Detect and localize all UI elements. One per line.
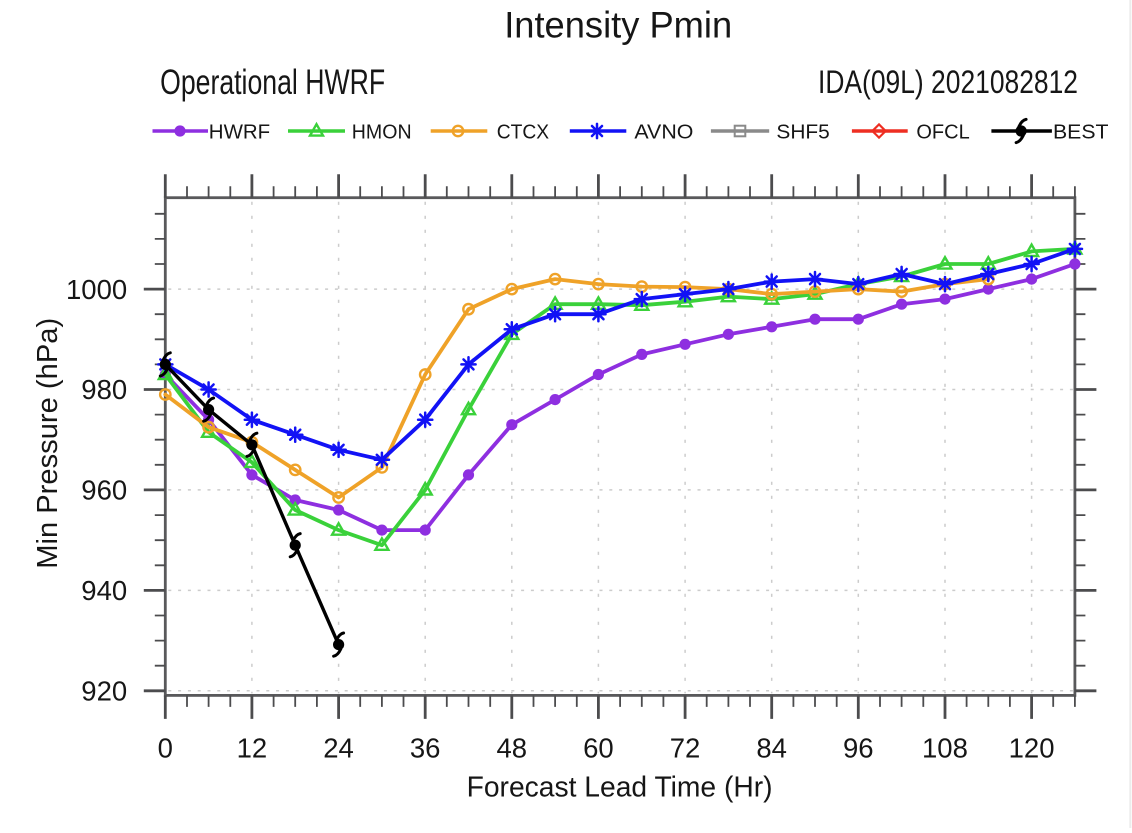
svg-text:24: 24: [323, 733, 354, 764]
svg-text:AVNO: AVNO: [634, 121, 693, 144]
svg-text:72: 72: [670, 733, 701, 764]
svg-text:BEST: BEST: [1053, 121, 1109, 144]
svg-text:IDA(09L) 2021082812: IDA(09L) 2021082812: [818, 64, 1078, 100]
svg-text:OFCL: OFCL: [916, 121, 969, 144]
svg-text:120: 120: [1009, 733, 1055, 764]
svg-text:HMON: HMON: [352, 121, 412, 144]
svg-text:SHF5: SHF5: [776, 121, 829, 144]
svg-text:84: 84: [756, 733, 787, 764]
svg-text:36: 36: [410, 733, 441, 764]
svg-text:0: 0: [158, 733, 173, 764]
svg-text:980: 980: [81, 374, 127, 405]
svg-text:920: 920: [81, 675, 127, 706]
svg-text:960: 960: [81, 475, 127, 506]
svg-text:940: 940: [81, 575, 127, 606]
svg-text:108: 108: [922, 733, 968, 764]
svg-text:Intensity Pmin: Intensity Pmin: [504, 5, 732, 46]
svg-text:12: 12: [237, 733, 268, 764]
svg-text:Forecast Lead Time (Hr): Forecast Lead Time (Hr): [467, 771, 773, 803]
svg-text:CTCX: CTCX: [497, 121, 550, 144]
svg-text:48: 48: [497, 733, 528, 764]
svg-text:Min Pressure (hPa): Min Pressure (hPa): [32, 318, 64, 569]
svg-text:Operational HWRF: Operational HWRF: [160, 63, 385, 102]
svg-text:HWRF: HWRF: [209, 121, 270, 144]
svg-text:1000: 1000: [66, 274, 127, 305]
svg-text:96: 96: [843, 733, 874, 764]
svg-text:60: 60: [583, 733, 614, 764]
